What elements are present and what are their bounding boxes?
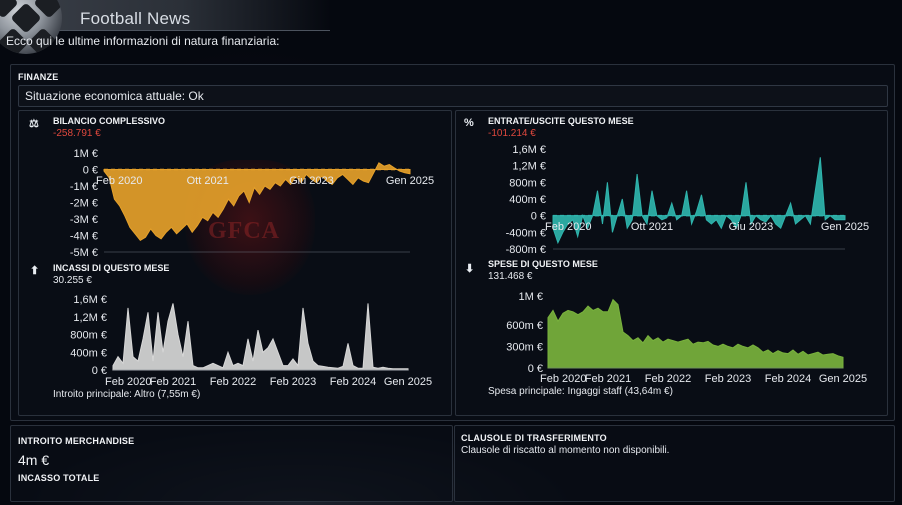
x-tick-label: Ott 2021 <box>187 175 229 187</box>
y-tick-label: 800m € <box>70 330 107 342</box>
x-tick-label: Feb 2020 <box>105 376 151 388</box>
y-tick-label: 400m € <box>509 194 546 206</box>
incassi-value: 30.255 € <box>53 275 92 286</box>
status-text: Situazione economica attuale: Ok <box>25 89 204 103</box>
merchandise-panel <box>10 425 453 502</box>
x-tick-label: Gen 2025 <box>821 221 869 233</box>
series-area <box>103 162 411 242</box>
crest-text: GFCA <box>208 218 280 244</box>
status-bar: Situazione economica attuale: Ok <box>18 85 888 107</box>
merchandise-value: 4m € <box>18 452 50 468</box>
finanze-label: FINANZE <box>18 72 59 82</box>
x-tick-label: Ott 2021 <box>631 221 673 233</box>
total-income-label: INCASSO TOTALE <box>18 473 100 483</box>
y-tick-label: 1,2M € <box>512 161 546 173</box>
x-tick-label: Feb 2021 <box>150 376 196 388</box>
y-tick-label: -400m € <box>506 227 546 239</box>
x-tick-label: Feb 2020 <box>545 221 591 233</box>
x-tick-label: Feb 2024 <box>765 373 811 385</box>
entrate-uscite-title: ENTRATE/USCITE QUESTO MESE <box>488 116 634 126</box>
x-tick-label: Feb 2023 <box>705 373 751 385</box>
y-tick-label: 0 € <box>528 363 543 375</box>
x-tick-label: Feb 2021 <box>585 373 631 385</box>
transfer-clauses-panel <box>454 425 895 502</box>
x-tick-label: Feb 2020 <box>96 175 142 187</box>
merchandise-label: INTROITO MERCHANDISE <box>18 436 135 446</box>
x-tick-label: Feb 2023 <box>270 376 316 388</box>
y-tick-label: 1M € <box>519 291 543 303</box>
y-tick-label: -2M € <box>70 198 98 210</box>
balance-scale-icon: ⚖ <box>29 118 39 130</box>
y-tick-label: -1M € <box>70 181 98 193</box>
intro-text: Ecco qui le ultime informazioni di natur… <box>6 34 280 48</box>
y-tick-label: 0 € <box>83 165 98 177</box>
spese-main-expense: Spesa principale: Ingaggi staff (43,64m … <box>488 386 673 397</box>
incassi-main-source: Introito principale: Altro (7,55m €) <box>53 389 201 400</box>
football-icon <box>0 0 62 54</box>
spese-value: 131.468 € <box>488 271 533 282</box>
y-tick-label: 1,2M € <box>73 312 107 324</box>
x-tick-label: Feb 2024 <box>330 376 376 388</box>
entrate-uscite-value: -101.214 € <box>488 128 536 139</box>
y-tick-label: 800m € <box>509 177 546 189</box>
transfer-clauses-text: Clausole di riscatto al momento non disp… <box>461 445 670 456</box>
series-area <box>552 157 846 245</box>
y-tick-label: 1,6M € <box>512 144 546 156</box>
x-tick-label: Feb 2022 <box>210 376 256 388</box>
incassi-title: INCASSI DI QUESTO MESE <box>53 263 170 273</box>
bilancio-value: -258.791 € <box>53 128 101 139</box>
y-tick-label: -5M € <box>70 247 98 259</box>
arrow-down-icon: ⬇ <box>465 263 475 275</box>
y-tick-label: 0 € <box>92 365 107 377</box>
x-tick-label: Gen 2025 <box>819 373 867 385</box>
x-tick-label: Giu 2023 <box>289 175 334 187</box>
x-tick-label: Feb 2022 <box>645 373 691 385</box>
y-tick-label: -3M € <box>70 214 98 226</box>
bilancio-title: BILANCIO COMPLESSIVO <box>53 116 166 126</box>
series-area <box>547 298 844 369</box>
x-tick-label: Feb 2020 <box>540 373 586 385</box>
spese-title: SPESE DI QUESTO MESE <box>488 259 598 269</box>
x-tick-label: Gen 2025 <box>384 376 432 388</box>
percent-icon: % <box>464 117 474 129</box>
y-tick-label: -4M € <box>70 231 98 243</box>
y-tick-label: 400m € <box>70 347 107 359</box>
transfer-clauses-label: CLAUSOLE DI TRASFERIMENTO <box>461 433 607 443</box>
y-tick-label: -800m € <box>506 244 546 256</box>
news-header: Football News <box>0 0 330 54</box>
x-tick-label: Giu 2023 <box>729 221 774 233</box>
page-title: Football News <box>80 9 191 28</box>
y-tick-label: 600m € <box>506 320 543 332</box>
y-tick-label: 1,6M € <box>73 294 107 306</box>
x-tick-label: Gen 2025 <box>386 175 434 187</box>
arrow-up-icon: ⬆ <box>30 265 40 277</box>
y-tick-label: 300m € <box>506 341 543 353</box>
series-area <box>112 303 409 371</box>
y-tick-label: 1M € <box>74 148 98 160</box>
y-tick-label: 0 € <box>531 211 546 223</box>
